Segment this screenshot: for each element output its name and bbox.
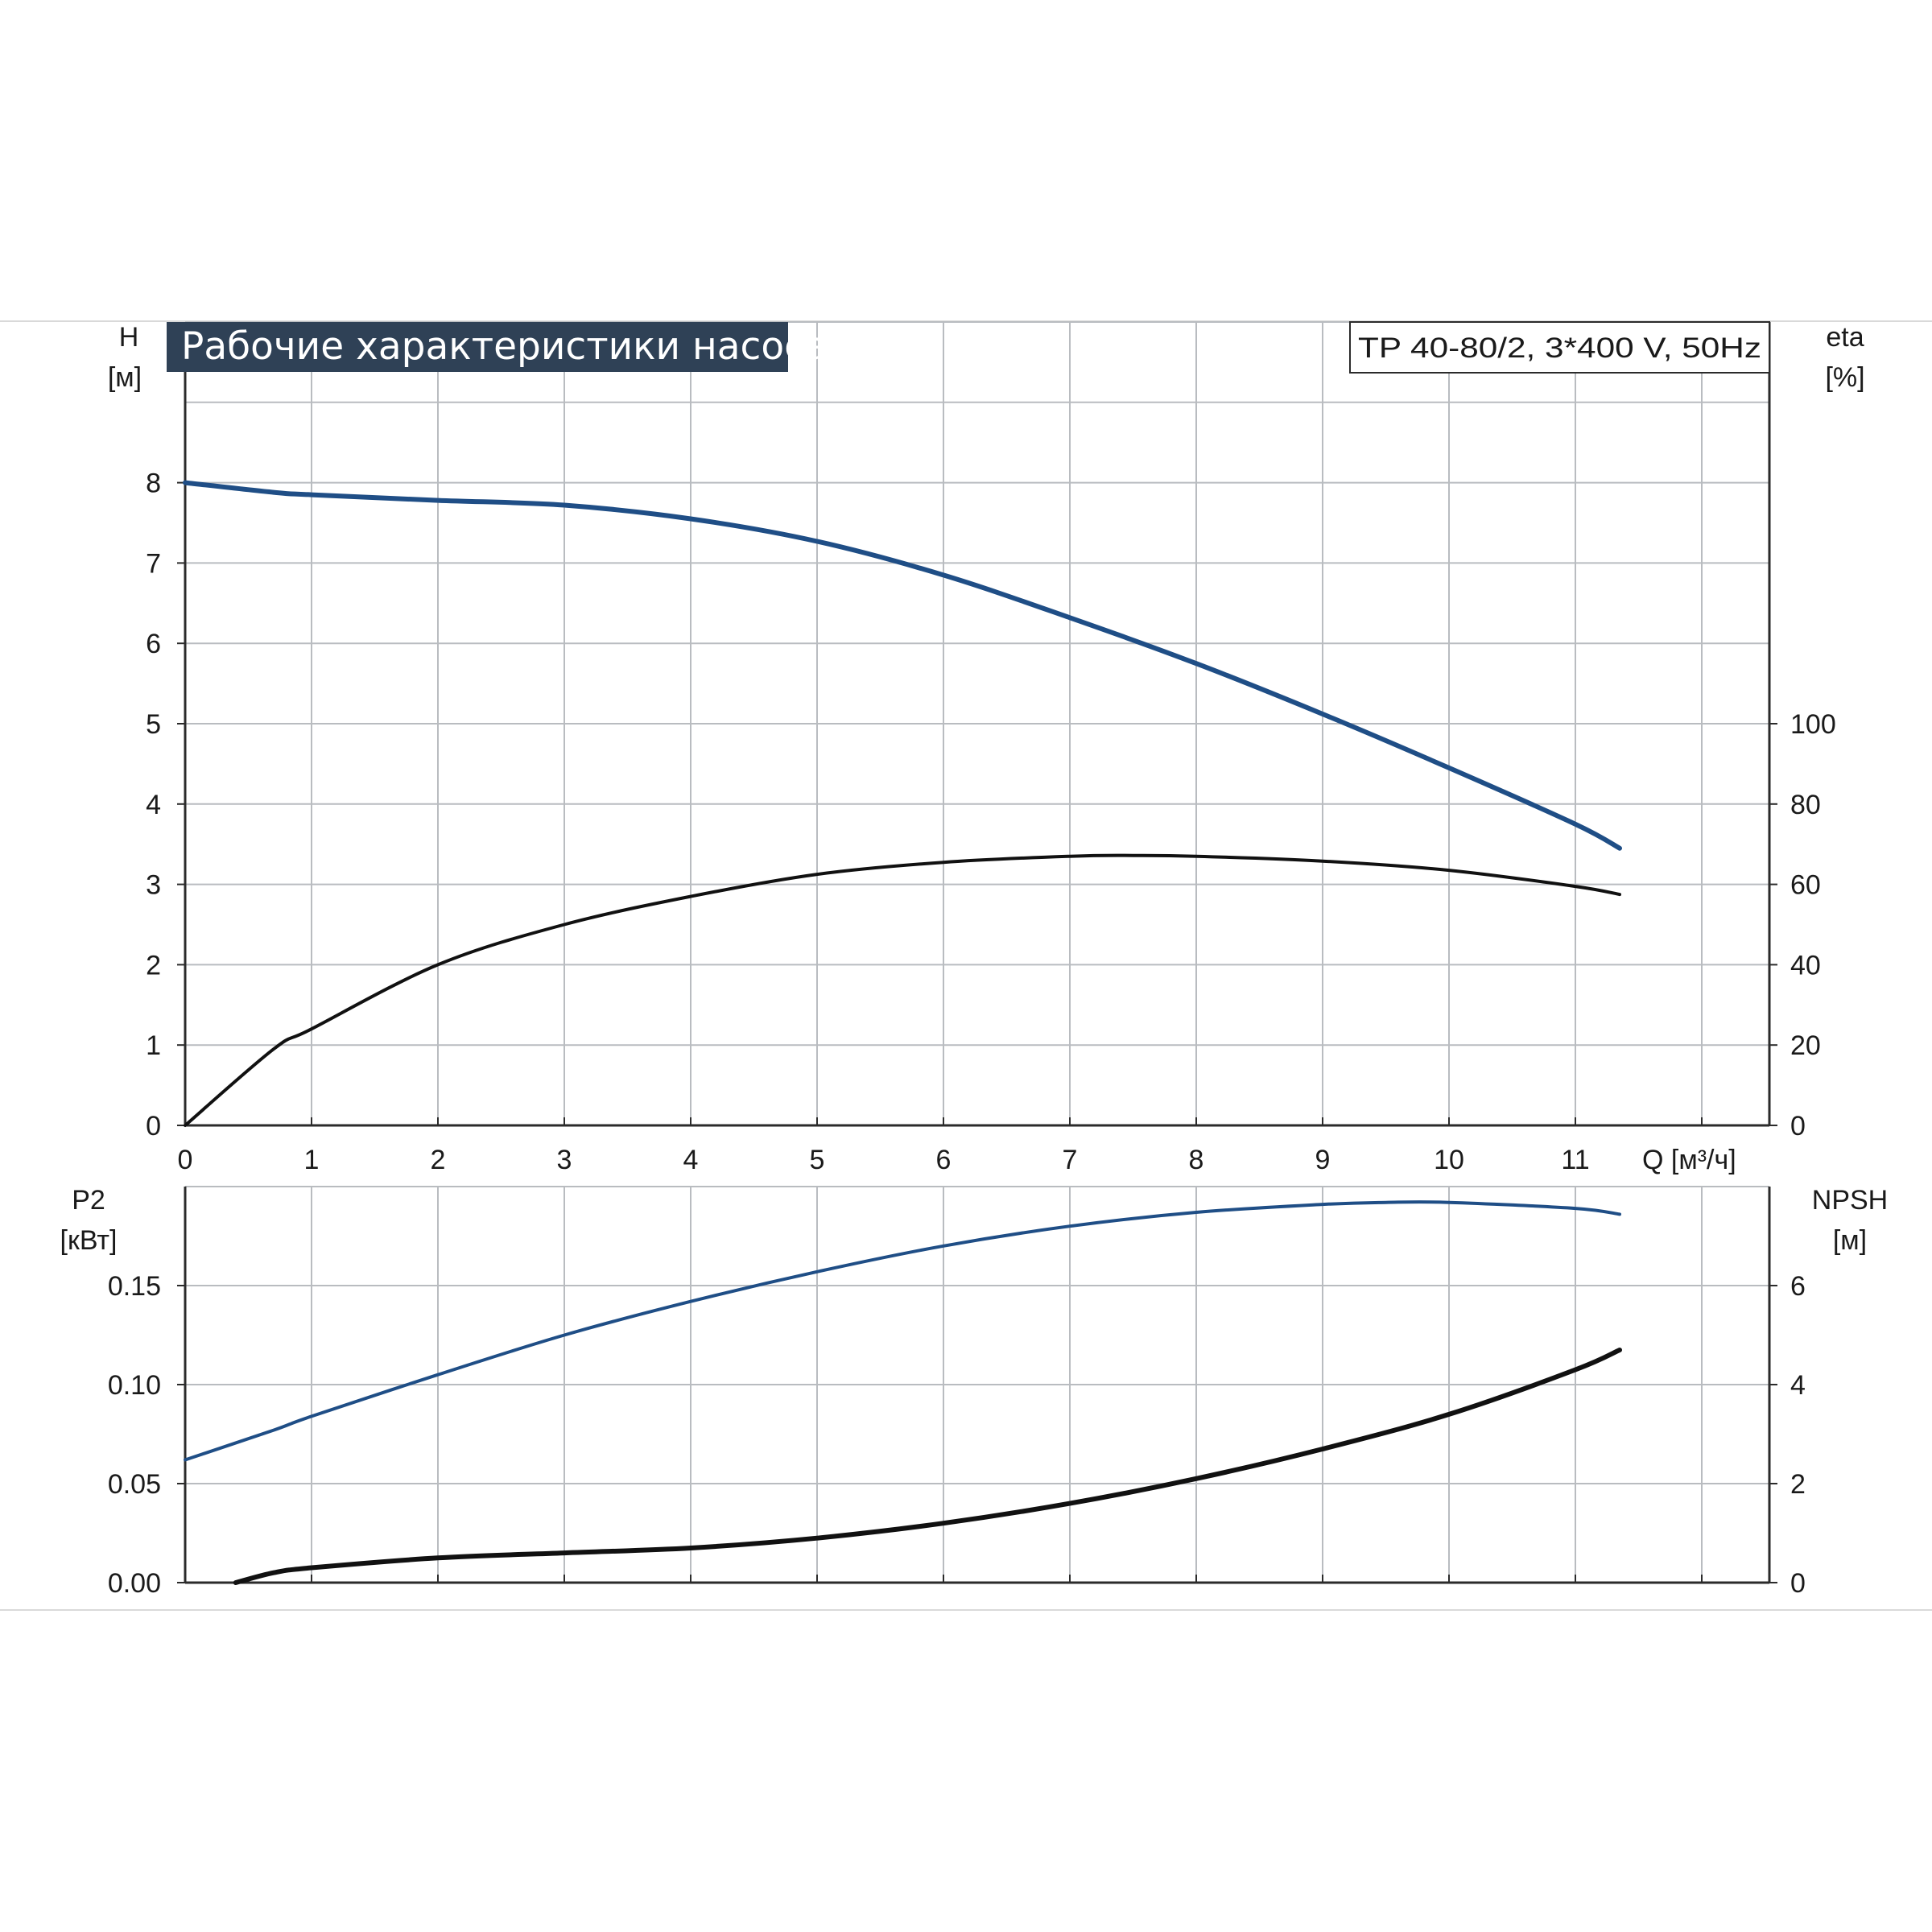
- upper-right-tick-label: 20: [1790, 1030, 1821, 1061]
- lower-grid: [185, 1186, 1769, 1583]
- lower-left-tick-label: 0.00: [108, 1568, 161, 1599]
- lower-right-tick-label: 2: [1790, 1469, 1806, 1500]
- model-label-frame: [1349, 321, 1770, 374]
- lower-axes: 0.00 0.05 0.10 0.15 0 2 4 6: [108, 1187, 1806, 1599]
- x-axis-label: Q [м³/ч]: [1642, 1145, 1736, 1175]
- upper-left-tick-label: 8: [146, 469, 161, 499]
- x-tick-label: 2: [431, 1145, 446, 1175]
- lower-curves: [184, 1200, 1622, 1585]
- upper-left-axis-label-line2: [м]: [108, 362, 142, 393]
- upper-right-axis-label-line2: [%]: [1825, 362, 1864, 393]
- lower-left-axis-label-line1: P2: [72, 1185, 105, 1216]
- upper-right-tick-label: 60: [1790, 870, 1821, 901]
- chart-title: Рабочие характеристики насоса: [181, 324, 828, 369]
- chart-title-background: [167, 322, 788, 372]
- lower-left-tick-label: 0.10: [108, 1370, 161, 1401]
- lower-right-axis-label-line2: [м]: [1833, 1225, 1867, 1256]
- x-tick-label: 11: [1561, 1145, 1589, 1175]
- x-tick-label: 5: [810, 1145, 825, 1175]
- upper-left-tick-label: 5: [146, 709, 161, 740]
- x-tick-label: 8: [1189, 1145, 1204, 1175]
- lower-left-tick-label: 0.15: [108, 1271, 161, 1302]
- lower-left-axis-label-line2: [кВт]: [60, 1225, 118, 1256]
- lower-series-2-line: [233, 1348, 1622, 1585]
- chart-title-box: Рабочие характеристики насоса: [167, 322, 828, 372]
- upper-left-tick-label: 2: [146, 950, 161, 980]
- upper-left-tick-label: 7: [146, 548, 161, 579]
- upper-right-tick-label: 80: [1790, 790, 1821, 820]
- upper-left-tick-label: 0: [146, 1111, 161, 1141]
- upper-curves: [183, 480, 1622, 1127]
- x-tick-label: 9: [1315, 1145, 1331, 1175]
- upper-series-1-line: [183, 480, 1622, 851]
- upper-left-tick-label: 4: [146, 790, 161, 820]
- x-tick-label: 4: [683, 1145, 699, 1175]
- upper-right-tick-label: 100: [1790, 709, 1836, 740]
- x-tick-label: 3: [557, 1145, 572, 1175]
- lower-left-tick-label: 0.05: [108, 1469, 161, 1500]
- x-tick-label: 7: [1063, 1145, 1078, 1175]
- lower-series-1-line: [184, 1200, 1621, 1462]
- upper-series-2-line: [184, 853, 1621, 1127]
- lower-right-tick-label: 0: [1790, 1568, 1806, 1599]
- model-label-box: TP 40-80/2, 3*400 V, 50Hz: [1349, 321, 1770, 374]
- upper-right-tick-label: 40: [1790, 950, 1821, 980]
- frame-lines: [0, 320, 1932, 1611]
- upper-left-tick-label: 1: [146, 1030, 161, 1061]
- model-label: TP 40-80/2, 3*400 V, 50Hz: [1358, 332, 1761, 364]
- upper-right-axis-label-line1: eta: [1826, 322, 1864, 353]
- upper-grid: [185, 321, 1769, 1125]
- upper-left-tick-label: 3: [146, 870, 161, 901]
- x-tick-label: 0: [178, 1145, 193, 1175]
- lower-right-tick-label: 4: [1790, 1370, 1806, 1401]
- x-tick-label: 1: [304, 1145, 320, 1175]
- x-tick-label: 6: [936, 1145, 952, 1175]
- upper-left-tick-label: 6: [146, 629, 161, 659]
- lower-right-tick-label: 6: [1790, 1271, 1806, 1302]
- x-tick-label: 10: [1434, 1145, 1464, 1175]
- lower-right-axis-label-line1: NPSH: [1812, 1185, 1888, 1216]
- upper-right-tick-label: 0: [1790, 1111, 1806, 1141]
- upper-left-axis-label-line1: H: [119, 322, 139, 353]
